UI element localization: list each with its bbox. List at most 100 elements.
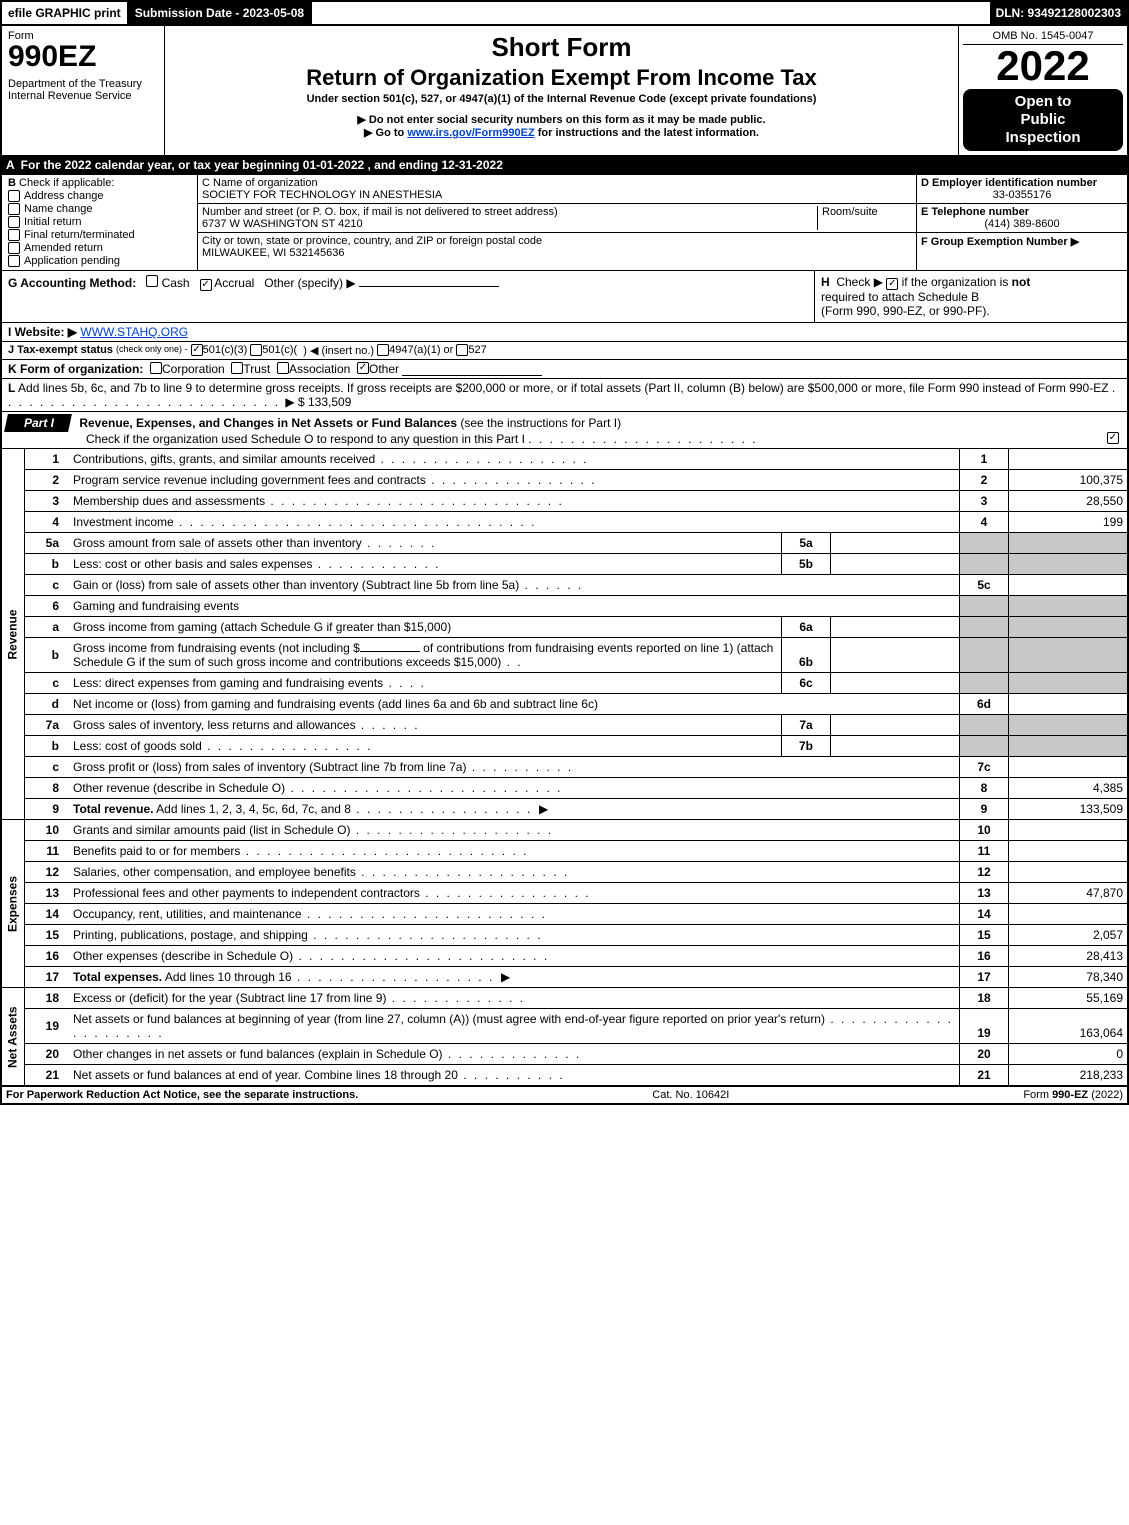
- line-6a: a Gross income from gaming (attach Sched…: [1, 617, 1128, 638]
- section-gh: G Accounting Method: Cash Accrual Other …: [0, 271, 1129, 323]
- irs-link[interactable]: www.irs.gov/Form990EZ: [407, 127, 534, 139]
- website-link[interactable]: WWW.STAHQ.ORG: [80, 325, 188, 339]
- line-17: 17 Total expenses. Add lines 10 through …: [1, 967, 1128, 988]
- line-14: 14 Occupancy, rent, utilities, and maint…: [1, 904, 1128, 925]
- note-goto: ▶ Go to www.irs.gov/Form990EZ for instru…: [169, 126, 954, 139]
- other-specify-line: [359, 286, 499, 287]
- cb-accrual[interactable]: [200, 279, 212, 291]
- open-public-badge: Open to Public Inspection: [963, 89, 1123, 151]
- tax-year: 2022: [963, 45, 1123, 87]
- d-value: 33-0355176: [921, 189, 1123, 201]
- line-6d: d Net income or (loss) from gaming and f…: [1, 694, 1128, 715]
- c-name-label: C Name of organization: [202, 177, 912, 189]
- section-a: A For the 2022 calendar year, or tax yea…: [0, 156, 1129, 175]
- checkbox-icon: [8, 229, 20, 241]
- d-label: D Employer identification number: [921, 177, 1097, 189]
- cb-name-change[interactable]: Name change: [8, 203, 191, 215]
- line-12: 12 Salaries, other compensation, and emp…: [1, 862, 1128, 883]
- section-h: H Check ▶ if the organization is not req…: [814, 271, 1127, 322]
- section-a-label: A: [6, 158, 15, 172]
- footer-right: Form 990-EZ (2022): [1023, 1089, 1123, 1101]
- line-6: 6 Gaming and fundraising events: [1, 596, 1128, 617]
- c-name-value: SOCIETY FOR TECHNOLOGY IN ANESTHESIA: [202, 189, 912, 201]
- top-bar: efile GRAPHIC print Submission Date - 20…: [0, 0, 1129, 26]
- footer-left: For Paperwork Reduction Act Notice, see …: [6, 1089, 358, 1101]
- header-center: Short Form Return of Organization Exempt…: [165, 26, 959, 155]
- line-11: 11 Benefits paid to or for members . . .…: [1, 841, 1128, 862]
- revenue-label: Revenue: [1, 449, 25, 820]
- header-left: Form 990EZ Department of the Treasury In…: [2, 26, 165, 155]
- line-6b: b Gross income from fundraising events (…: [1, 638, 1128, 673]
- expenses-label: Expenses: [1, 820, 25, 988]
- cb-amended-return[interactable]: Amended return: [8, 242, 191, 254]
- line-3: 3 Membership dues and assessments . . . …: [1, 491, 1128, 512]
- line-7a: 7a Gross sales of inventory, less return…: [1, 715, 1128, 736]
- section-def: D Employer identification number 33-0355…: [917, 175, 1127, 270]
- header-right: OMB No. 1545-0047 2022 Open to Public In…: [959, 26, 1127, 155]
- line-2: 2 Program service revenue including gove…: [1, 470, 1128, 491]
- title-return: Return of Organization Exempt From Incom…: [169, 65, 954, 91]
- e-label: E Telephone number: [921, 206, 1029, 218]
- cb-schedule-b[interactable]: [886, 278, 898, 290]
- cb-schedule-o[interactable]: [1107, 432, 1119, 444]
- line-13: 13 Professional fees and other payments …: [1, 883, 1128, 904]
- submission-date: Submission Date - 2023-05-08: [129, 0, 312, 26]
- line-4: 4 Investment income . . . . . . . . . . …: [1, 512, 1128, 533]
- cb-4947[interactable]: [377, 344, 389, 356]
- checkbox-icon: [8, 255, 20, 267]
- section-l: L Add lines 5b, 6c, and 7b to line 9 to …: [0, 379, 1129, 412]
- checkbox-icon: [8, 242, 20, 254]
- c-addr-value: 6737 W WASHINGTON ST 4210: [202, 218, 817, 230]
- section-j: J Tax-exempt status (check only one) - 5…: [0, 342, 1129, 360]
- line-5b: b Less: cost or other basis and sales ex…: [1, 554, 1128, 575]
- cb-other-org[interactable]: [357, 362, 369, 374]
- checkbox-icon: [8, 190, 20, 202]
- cb-501c[interactable]: [250, 344, 262, 356]
- line-18: Net Assets 18 Excess or (deficit) for th…: [1, 988, 1128, 1009]
- bcdef-block: B Check if applicable: Address change Na…: [0, 175, 1129, 271]
- cb-501c3[interactable]: [191, 344, 203, 356]
- checkbox-icon: [8, 203, 20, 215]
- c-city-value: MILWAUKEE, WI 532145636: [202, 247, 912, 259]
- c-city-label: City or town, state or province, country…: [202, 235, 912, 247]
- checkbox-icon: [8, 216, 20, 228]
- section-g: G Accounting Method: Cash Accrual Other …: [2, 271, 814, 322]
- cb-association[interactable]: [277, 362, 289, 374]
- section-c: C Name of organization SOCIETY FOR TECHN…: [198, 175, 917, 270]
- part1-header: Part I Revenue, Expenses, and Changes in…: [0, 412, 1129, 449]
- line-7c: c Gross profit or (loss) from sales of i…: [1, 757, 1128, 778]
- netassets-label: Net Assets: [1, 988, 25, 1086]
- section-i: I Website: ▶ WWW.STAHQ.ORG: [0, 323, 1129, 342]
- note-ssn: ▶ Do not enter social security numbers o…: [169, 113, 954, 126]
- cb-initial-return[interactable]: Initial return: [8, 216, 191, 228]
- title-short-form: Short Form: [169, 32, 954, 63]
- cb-address-change[interactable]: Address change: [8, 190, 191, 202]
- line-10: Expenses 10 Grants and similar amounts p…: [1, 820, 1128, 841]
- part1-badge: Part I: [4, 414, 72, 432]
- cb-527[interactable]: [456, 344, 468, 356]
- form-number: 990EZ: [8, 42, 158, 72]
- line-7b: b Less: cost of goods sold . . . . . . .…: [1, 736, 1128, 757]
- line-5c: c Gain or (loss) from sale of assets oth…: [1, 575, 1128, 596]
- room-suite-label: Room/suite: [817, 206, 912, 230]
- cb-cash[interactable]: [146, 275, 158, 287]
- subtitle: Under section 501(c), 527, or 4947(a)(1)…: [169, 93, 954, 105]
- line-1: Revenue 1 Contributions, gifts, grants, …: [1, 449, 1128, 470]
- line-15: 15 Printing, publications, postage, and …: [1, 925, 1128, 946]
- f-label: F Group Exemption Number ▶: [921, 236, 1079, 248]
- line-9: 9 Total revenue. Add lines 1, 2, 3, 4, 5…: [1, 799, 1128, 820]
- section-a-text: For the 2022 calendar year, or tax year …: [21, 158, 503, 172]
- dln: DLN: 93492128002303: [990, 0, 1127, 26]
- efile-label: efile GRAPHIC print: [2, 0, 129, 26]
- line-20: 20 Other changes in net assets or fund b…: [1, 1044, 1128, 1065]
- c-addr-label: Number and street (or P. O. box, if mail…: [202, 206, 817, 218]
- line-6c: c Less: direct expenses from gaming and …: [1, 673, 1128, 694]
- cb-trust[interactable]: [231, 362, 243, 374]
- line-16: 16 Other expenses (describe in Schedule …: [1, 946, 1128, 967]
- cb-application-pending[interactable]: Application pending: [8, 255, 191, 267]
- line-5a: 5a Gross amount from sale of assets othe…: [1, 533, 1128, 554]
- cb-corporation[interactable]: [150, 362, 162, 374]
- cb-final-return[interactable]: Final return/terminated: [8, 229, 191, 241]
- line-21: 21 Net assets or fund balances at end of…: [1, 1065, 1128, 1086]
- dept-line2: Internal Revenue Service: [8, 90, 158, 102]
